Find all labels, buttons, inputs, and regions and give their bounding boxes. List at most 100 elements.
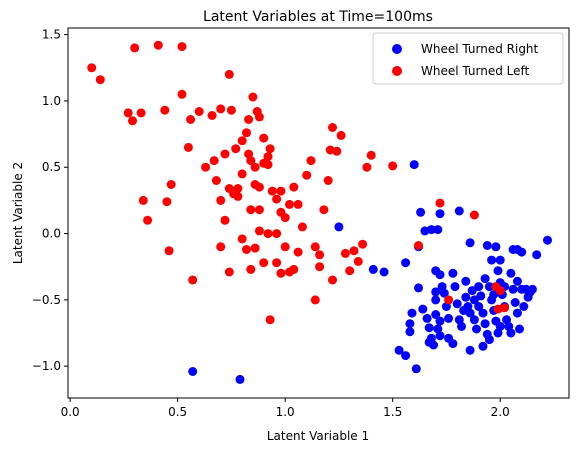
point-wheel-turned-left [310, 295, 320, 305]
point-wheel-turned-right [435, 316, 445, 326]
point-wheel-turned-right [405, 327, 415, 337]
y-tick-label: 0.0 [42, 227, 61, 241]
point-wheel-turned-right [452, 299, 462, 309]
point-wheel-turned-right [431, 287, 441, 297]
point-wheel-turned-right [461, 292, 471, 302]
point-wheel-turned-right [469, 315, 479, 325]
point-wheel-turned-right [439, 288, 449, 298]
point-wheel-turned-left [328, 275, 337, 285]
point-wheel-turned-left [254, 226, 264, 236]
point-wheel-turned-right [489, 290, 499, 300]
point-wheel-turned-right [435, 331, 445, 341]
point-wheel-turned-right [429, 340, 438, 350]
point-wheel-turned-left [345, 266, 355, 276]
point-wheel-turned-left [349, 246, 359, 256]
legend-label-right: Wheel Turned Right [421, 42, 539, 56]
point-wheel-turned-right [334, 222, 344, 232]
y-tick-label: 1.0 [42, 94, 61, 108]
point-wheel-turned-left [500, 303, 509, 313]
point-wheel-turned-right [512, 308, 522, 318]
point-wheel-turned-right [517, 247, 527, 257]
x-tick-label: 0.5 [168, 405, 187, 419]
point-wheel-turned-right [368, 264, 378, 274]
point-wheel-turned-right [469, 295, 479, 305]
point-wheel-turned-left [233, 184, 243, 193]
point-wheel-turned-right [411, 364, 421, 374]
legend-label-left: Wheel Turned Left [421, 64, 530, 78]
point-wheel-turned-right [512, 276, 522, 286]
point-wheel-turned-left [211, 176, 221, 185]
point-wheel-turned-right [235, 374, 245, 384]
point-wheel-turned-left [242, 245, 251, 254]
point-wheel-turned-left [254, 112, 264, 122]
point-wheel-turned-left [183, 142, 193, 152]
point-wheel-turned-right [405, 319, 415, 329]
point-wheel-turned-right [431, 295, 441, 305]
point-wheel-turned-left [246, 264, 256, 274]
point-wheel-turned-right [508, 284, 518, 294]
point-wheel-turned-left [128, 116, 137, 126]
point-wheel-turned-left [216, 195, 226, 205]
point-wheel-turned-right [188, 367, 198, 376]
point-wheel-turned-left [166, 180, 176, 189]
y-tick-label: −0.5 [32, 293, 61, 307]
point-wheel-turned-left [328, 123, 337, 132]
point-wheel-turned-left [319, 205, 329, 215]
point-wheel-turned-right [484, 282, 494, 292]
x-axis-label: Latent Variable 1 [267, 429, 369, 443]
point-wheel-turned-right [543, 235, 552, 245]
point-wheel-turned-left [226, 105, 236, 115]
y-axis-ticks: −1.0 −0.5 0.0 0.5 1.0 1.5 [32, 28, 68, 373]
point-wheel-turned-right [401, 258, 411, 268]
point-wheel-turned-left [358, 239, 368, 249]
point-wheel-turned-right [465, 308, 475, 318]
point-wheel-turned-left [194, 107, 204, 116]
y-axis-label: Latent Variable 2 [11, 162, 25, 264]
point-wheel-turned-left [188, 275, 198, 285]
point-wheel-turned-left [362, 162, 372, 172]
x-tick-label: 1.5 [383, 405, 402, 419]
point-wheel-turned-left [323, 176, 333, 185]
point-wheel-turned-right [418, 304, 428, 314]
legend-marker-right [392, 44, 402, 54]
point-wheel-turned-left [160, 105, 170, 115]
point-wheel-turned-right [527, 284, 537, 294]
point-wheel-turned-left [272, 229, 282, 239]
point-wheel-turned-right [435, 270, 445, 280]
point-wheel-turned-left [250, 180, 260, 189]
point-wheel-turned-right [487, 255, 497, 265]
point-wheel-turned-right [495, 255, 505, 265]
plot-area [67, 27, 570, 399]
point-wheel-turned-right [409, 160, 419, 170]
point-wheel-turned-left [177, 42, 187, 52]
point-wheel-turned-left [289, 182, 299, 192]
point-wheel-turned-left [276, 186, 286, 196]
y-tick-label: 1.5 [42, 28, 61, 42]
x-axis-ticks: 0.0 0.5 1.0 1.5 2.0 [61, 398, 510, 419]
point-wheel-turned-left [201, 162, 211, 172]
point-wheel-turned-right [510, 298, 520, 307]
point-wheel-turned-right [448, 339, 458, 349]
point-wheel-turned-left [267, 186, 277, 196]
point-wheel-turned-right [407, 308, 417, 318]
point-wheel-turned-right [454, 206, 464, 216]
point-wheel-turned-right [450, 282, 460, 292]
point-wheel-turned-right [394, 345, 404, 355]
point-wheel-turned-left [130, 43, 140, 53]
y-tick-label: 0.5 [42, 160, 61, 174]
point-wheel-turned-right [474, 282, 484, 292]
axes-border [67, 27, 570, 399]
point-wheel-turned-left [216, 104, 226, 114]
point-wheel-turned-left [263, 152, 273, 162]
point-wheel-turned-left [207, 111, 217, 120]
point-wheel-turned-left [289, 264, 299, 274]
point-wheel-turned-right [484, 335, 494, 345]
point-wheel-turned-left [162, 197, 172, 207]
point-wheel-turned-right [426, 225, 436, 235]
point-wheel-turned-left [332, 146, 342, 156]
point-wheel-turned-right [444, 313, 454, 323]
point-wheel-turned-left [246, 205, 256, 215]
point-wheel-turned-left [138, 195, 148, 205]
point-wheel-turned-left [242, 128, 251, 138]
